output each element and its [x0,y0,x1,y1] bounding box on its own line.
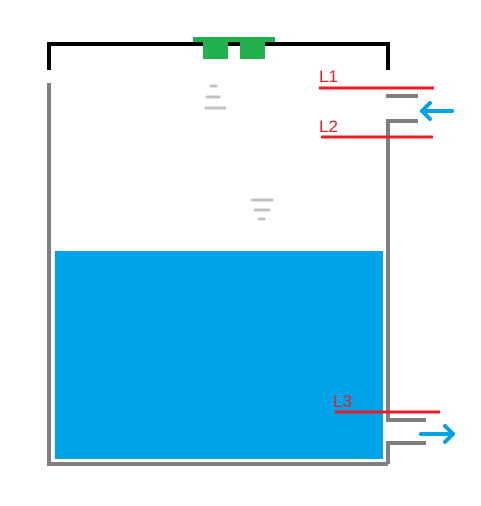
water-level-icon [204,84,227,110]
water-fill [55,251,383,459]
sensor-label-l1: L1 [319,67,338,86]
arrow-left-icon [420,101,454,121]
tank-wall-right-upper [386,94,418,98]
vent-icon [193,37,275,59]
arrow-right-icon [419,424,455,444]
tank-wall-right-mid [386,119,426,422]
sensor-label-l2: L2 [319,117,338,136]
sensor-label-l3: L3 [333,392,352,411]
water-level-icon [250,198,274,221]
tank-wall-left [47,83,388,466]
tank-wall-right-lower [386,441,426,464]
